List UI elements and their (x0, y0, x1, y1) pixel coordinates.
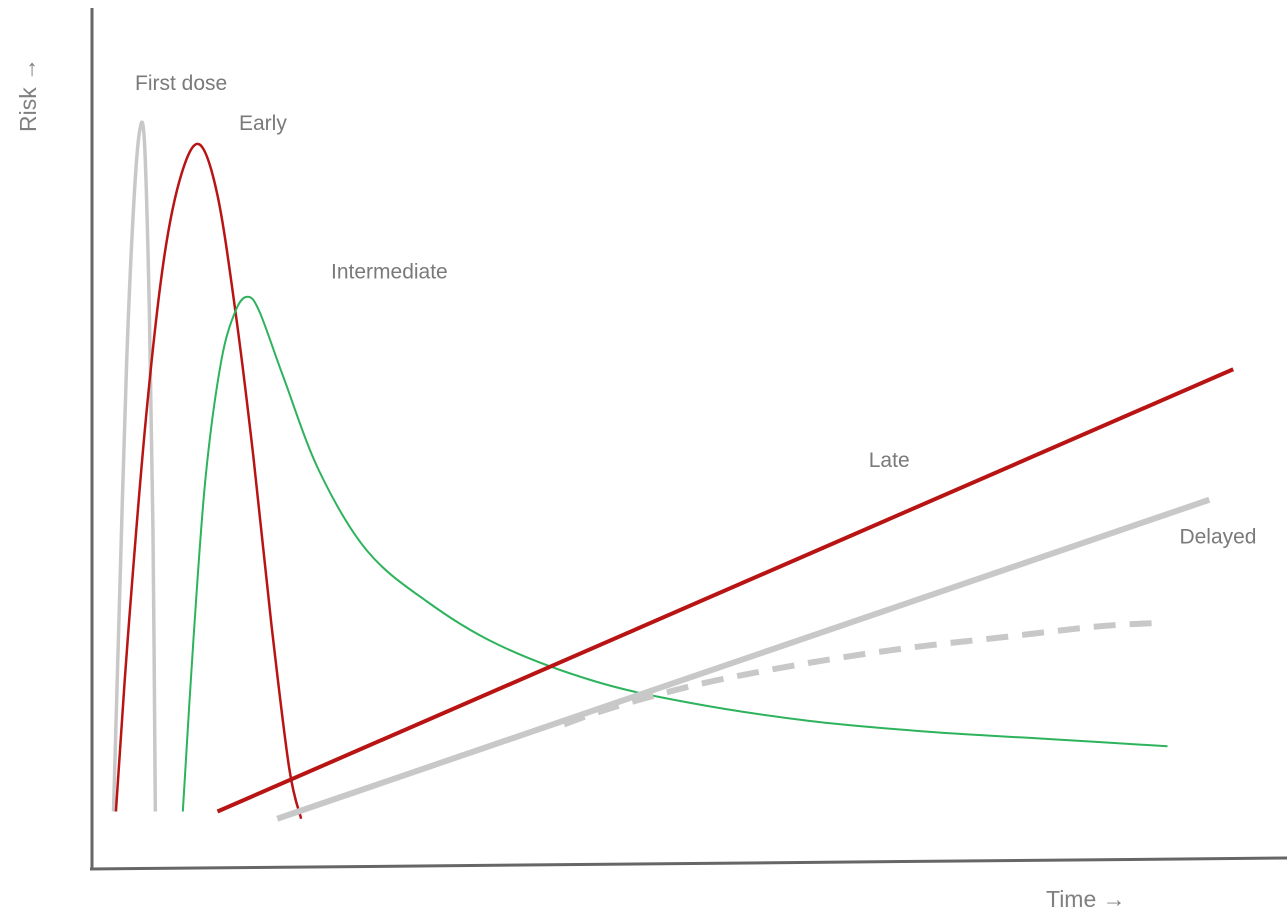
series-line-early-1 (114, 142, 303, 820)
series-layer (111, 120, 1235, 822)
series-label-late: Late (869, 449, 910, 472)
x-axis-label: Time → (1046, 886, 1126, 912)
series-label-first-dose: First dose (135, 72, 227, 95)
x-axis-line (89, 856, 1287, 871)
series-label-delayed: Delayed (1179, 525, 1256, 548)
series-line-first-dose-0 (111, 120, 158, 812)
series-line-dashed-trend-5 (562, 620, 1156, 728)
series-line-late-3 (216, 367, 1235, 814)
series-line-intermediate-2 (181, 295, 1168, 812)
series-line-delayed-4 (276, 496, 1211, 822)
annotation-layer: First dose Early Intermediate Late Delayed (135, 72, 1256, 548)
series-label-early: Early (239, 112, 287, 135)
series-label-intermediate: Intermediate (331, 261, 448, 284)
axes (89, 8, 1287, 871)
y-axis-label: Risk → (15, 58, 41, 132)
